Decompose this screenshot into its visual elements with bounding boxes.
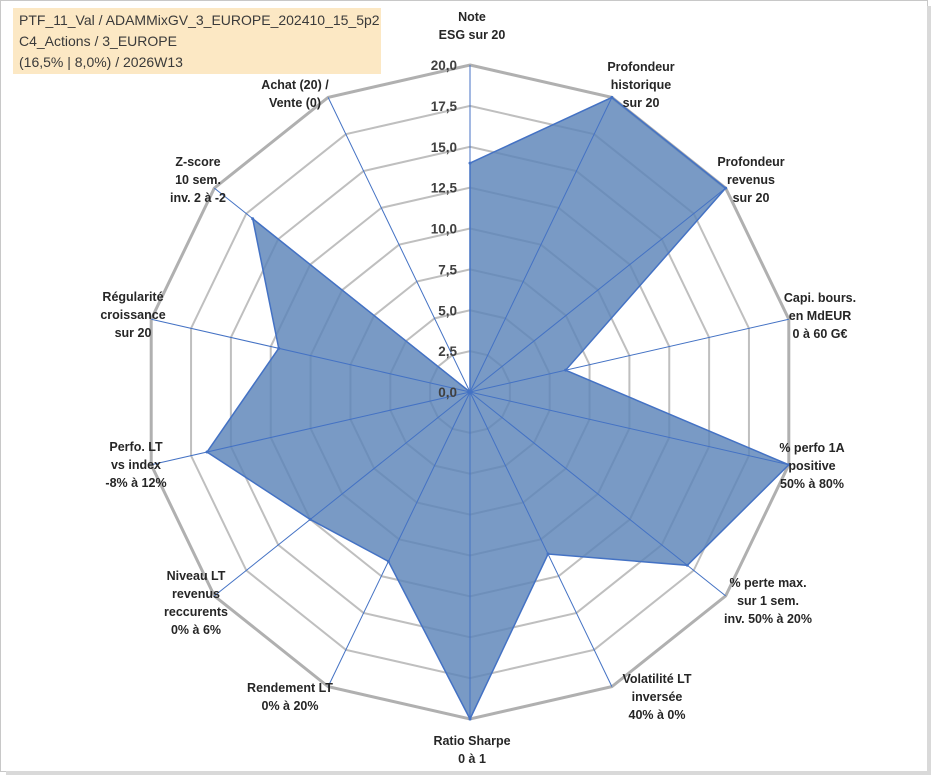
axis-label: % perte max. sur 1 sem. inv. 50% à 20% bbox=[724, 576, 812, 626]
chart-title-line-1: PTF_11_Val / ADAMMixGV_3_EUROPE_202410_1… bbox=[19, 12, 380, 28]
axis-spoke bbox=[469, 318, 789, 393]
series-area bbox=[205, 96, 791, 721]
radar-axis-labels: Note ESG sur 20 Profondeur historique sur 20… bbox=[100, 10, 856, 766]
axis-label: Capi. bours. en MdEUR 0 à 60 G€ bbox=[784, 291, 856, 341]
tick-label: 7,5 bbox=[438, 262, 457, 277]
axis-label: Profondeur historique sur 20 bbox=[607, 60, 674, 110]
radar-series bbox=[205, 95, 791, 721]
axis-label: Rendement LT 0% à 20% bbox=[247, 681, 333, 713]
chart-title-line-3: (16,5% | 8,0%) / 2026W13 bbox=[19, 54, 183, 70]
axis-label: Note ESG sur 20 bbox=[439, 10, 506, 42]
axis-spoke bbox=[327, 97, 471, 393]
axis-spoke bbox=[327, 391, 471, 687]
tick-label: 17,5 bbox=[431, 99, 458, 114]
axis-spoke bbox=[214, 391, 471, 597]
frame-shadow-bottom bbox=[6, 771, 931, 775]
radar-tick-labels: 0,0 2,5 5,0 7,5 10,0 12,5 15,0 17,5 20,0 bbox=[431, 58, 458, 400]
axis-label: Volatilité LT inversée 40% à 0% bbox=[623, 672, 692, 722]
axis-label: Régularité croissance sur 20 bbox=[100, 290, 165, 340]
axis-spoke bbox=[151, 391, 471, 466]
tick-label: 15,0 bbox=[431, 140, 457, 155]
axis-spoke bbox=[151, 318, 471, 393]
axis-spoke bbox=[469, 391, 613, 687]
axis-spoke bbox=[469, 187, 726, 393]
tick-label: 10,0 bbox=[431, 222, 457, 237]
frame-shadow-right bbox=[927, 6, 931, 774]
axis-label: Ratio Sharpe 0 à 1 bbox=[433, 734, 510, 766]
axis-spoke bbox=[469, 391, 726, 597]
radar-spokes bbox=[151, 65, 789, 719]
axis-spoke bbox=[214, 187, 471, 393]
axis-spoke bbox=[469, 97, 613, 393]
axis-label: % perfo 1A positive 50% à 80% bbox=[779, 441, 844, 491]
chart-title-line-2: C4_Actions / 3_EUROPE bbox=[19, 33, 177, 49]
tick-label: 5,0 bbox=[438, 303, 457, 318]
axis-spoke bbox=[469, 391, 789, 466]
axis-label: Profondeur revenus sur 20 bbox=[717, 155, 784, 205]
tick-label: 20,0 bbox=[431, 58, 457, 73]
tick-label: 0,0 bbox=[438, 385, 457, 400]
axis-label: Perfo. LT vs index -8% à 12% bbox=[105, 440, 166, 490]
axis-label: Z-score 10 sem. inv. 2 à -2 bbox=[170, 155, 226, 205]
tick-label: 2,5 bbox=[438, 344, 457, 359]
axis-label: Niveau LT revenus reccurents 0% à 6% bbox=[164, 569, 228, 637]
chart-title-box: PTF_11_Val / ADAMMixGV_3_EUROPE_202410_1… bbox=[13, 8, 381, 74]
tick-label: 12,5 bbox=[431, 181, 458, 196]
